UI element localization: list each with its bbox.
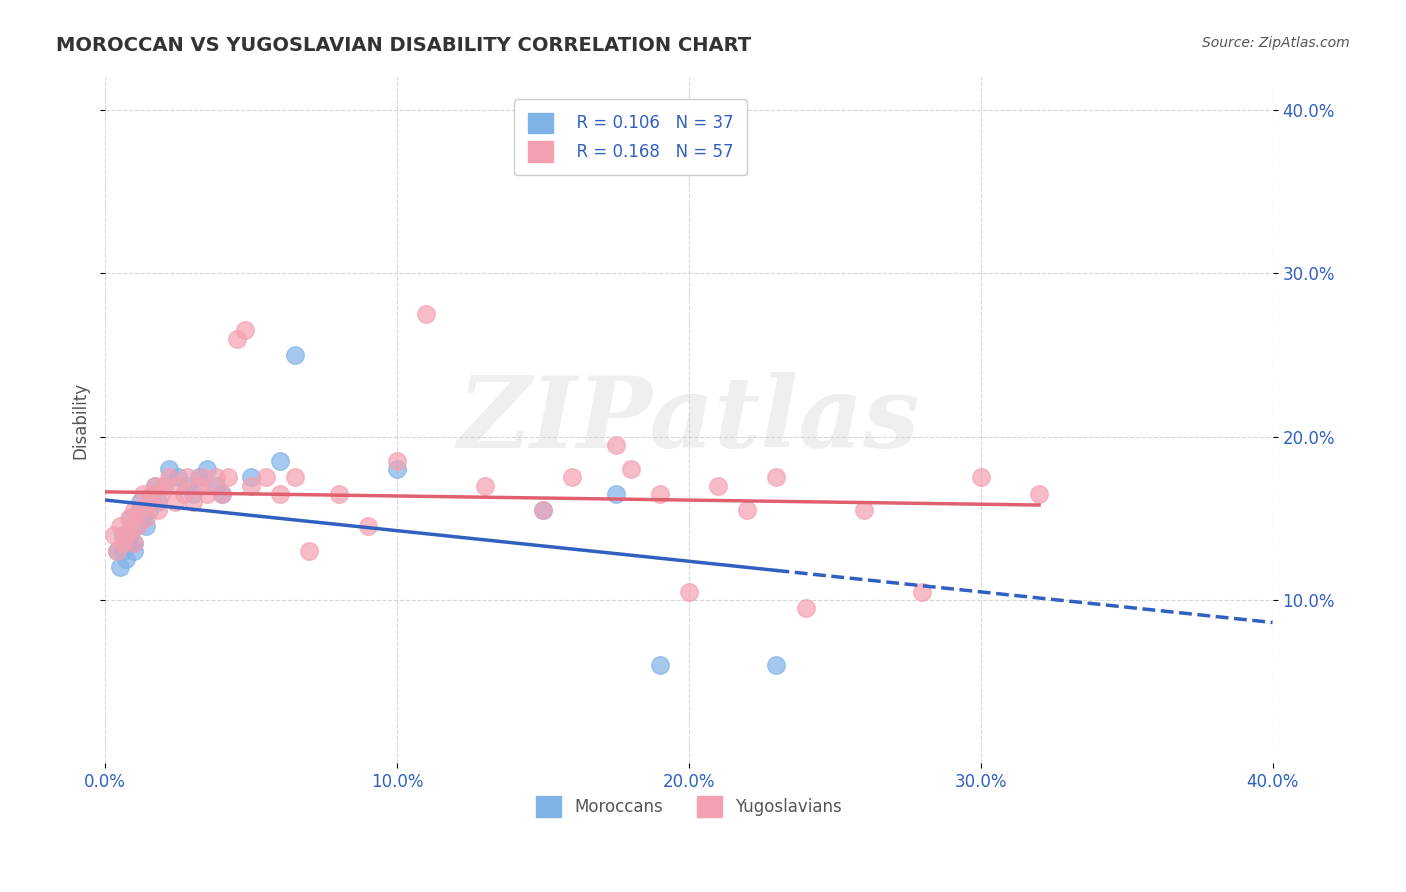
Point — [108, 560, 131, 574]
Point — [852, 503, 875, 517]
Point — [648, 658, 671, 673]
Point — [167, 478, 190, 492]
Point — [167, 470, 190, 484]
Point — [157, 462, 180, 476]
Point — [298, 544, 321, 558]
Point — [165, 495, 187, 509]
Point — [176, 478, 198, 492]
Point — [385, 454, 408, 468]
Point — [124, 544, 146, 558]
Point — [141, 487, 163, 501]
Point — [129, 503, 152, 517]
Point — [531, 503, 554, 517]
Point — [284, 348, 307, 362]
Point — [152, 478, 174, 492]
Point — [619, 462, 641, 476]
Point — [205, 478, 228, 492]
Y-axis label: Disability: Disability — [72, 382, 89, 458]
Point — [531, 503, 554, 517]
Point — [1028, 487, 1050, 501]
Point — [233, 324, 256, 338]
Legend: Moroccans, Yugoslavians: Moroccans, Yugoslavians — [530, 789, 848, 823]
Point — [385, 462, 408, 476]
Point — [240, 478, 263, 492]
Point — [269, 487, 291, 501]
Point — [217, 470, 239, 484]
Point — [132, 511, 155, 525]
Point — [648, 487, 671, 501]
Point — [173, 487, 195, 501]
Text: ZIPatlas: ZIPatlas — [458, 372, 920, 468]
Point — [561, 470, 583, 484]
Point — [111, 544, 134, 558]
Point — [157, 470, 180, 484]
Point — [143, 478, 166, 492]
Point — [117, 535, 139, 549]
Point — [143, 478, 166, 492]
Point — [605, 438, 627, 452]
Point — [111, 527, 134, 541]
Point — [121, 511, 143, 525]
Point — [103, 527, 125, 541]
Text: Source: ZipAtlas.com: Source: ZipAtlas.com — [1202, 36, 1350, 50]
Point — [181, 487, 204, 501]
Point — [121, 519, 143, 533]
Point — [240, 470, 263, 484]
Point — [129, 495, 152, 509]
Point — [114, 527, 136, 541]
Point — [105, 544, 128, 558]
Point — [138, 495, 160, 509]
Point — [124, 503, 146, 517]
Point — [765, 658, 787, 673]
Point — [146, 503, 169, 517]
Point — [135, 519, 157, 533]
Point — [970, 470, 993, 484]
Point — [911, 584, 934, 599]
Point — [187, 478, 209, 492]
Point — [117, 527, 139, 541]
Point — [605, 487, 627, 501]
Point — [111, 535, 134, 549]
Point — [138, 503, 160, 517]
Point — [205, 470, 228, 484]
Point — [127, 519, 149, 533]
Point — [152, 478, 174, 492]
Point — [707, 478, 730, 492]
Point — [794, 601, 817, 615]
Point — [127, 519, 149, 533]
Point — [181, 495, 204, 509]
Point — [138, 495, 160, 509]
Point — [124, 535, 146, 549]
Point — [176, 470, 198, 484]
Point — [187, 470, 209, 484]
Point — [105, 544, 128, 558]
Point — [254, 470, 277, 484]
Point — [195, 462, 218, 476]
Point — [108, 519, 131, 533]
Point — [149, 487, 172, 501]
Point — [328, 487, 350, 501]
Point — [211, 487, 233, 501]
Point — [269, 454, 291, 468]
Point — [146, 495, 169, 509]
Point — [135, 511, 157, 525]
Point — [124, 535, 146, 549]
Point — [415, 307, 437, 321]
Point — [735, 503, 758, 517]
Point — [132, 487, 155, 501]
Point — [765, 470, 787, 484]
Point — [357, 519, 380, 533]
Point — [114, 552, 136, 566]
Point — [190, 470, 212, 484]
Point — [117, 511, 139, 525]
Point — [129, 503, 152, 517]
Point — [225, 332, 247, 346]
Point — [195, 487, 218, 501]
Point — [141, 487, 163, 501]
Point — [211, 487, 233, 501]
Point — [678, 584, 700, 599]
Text: MOROCCAN VS YUGOSLAVIAN DISABILITY CORRELATION CHART: MOROCCAN VS YUGOSLAVIAN DISABILITY CORRE… — [56, 36, 751, 54]
Point — [284, 470, 307, 484]
Point — [474, 478, 496, 492]
